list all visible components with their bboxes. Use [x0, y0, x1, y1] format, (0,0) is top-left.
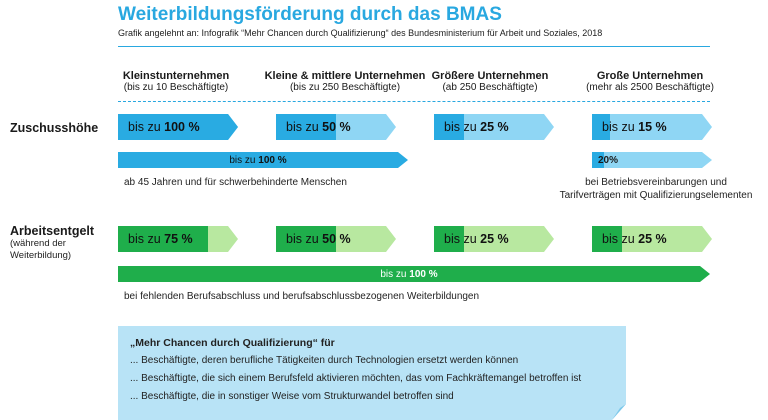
chevron-label: bis zu 15 %: [592, 120, 667, 134]
chevron-prefix: bis zu: [602, 232, 639, 246]
bar-value: 20%: [598, 154, 619, 166]
column-size: (bis zu 250 Beschäftigte): [289, 82, 401, 93]
chevron-fill: [592, 114, 610, 140]
chevron-arrow: [592, 226, 712, 252]
chevron-arrow: [276, 114, 396, 140]
chevron-fill: [592, 226, 622, 252]
chevron-prefix: bis zu: [444, 232, 481, 246]
chevron-fill: [276, 114, 336, 140]
chevron-prefix: bis zu: [128, 232, 165, 246]
chevron-fill: [434, 114, 464, 140]
bar-value: 100 %: [258, 154, 287, 166]
chevron-label: bis zu 50 %: [276, 120, 351, 134]
column-header-groessere: Größere Unternehmen (ab 250 Beschäftigte…: [410, 70, 570, 94]
entgelt-chevron: bis zu 25 %: [592, 226, 712, 252]
chevron-prefix: bis zu: [444, 120, 481, 134]
column-size: (mehr als 2500 Beschäftigte): [586, 82, 714, 93]
bar-prefix: bis zu: [229, 154, 256, 166]
chevron-value: 25 %: [638, 232, 667, 246]
row-sublabel: (während der: [10, 238, 66, 249]
entgelt-note: bei fehlenden Berufsabschluss und berufs…: [124, 291, 480, 302]
entgelt-wide-bar: bis zu 100 %: [118, 266, 710, 282]
note-line: bei Betriebsvereinbarungen und: [585, 177, 727, 188]
chevron-value: 50 %: [322, 232, 351, 246]
bar-value: 100 %: [409, 268, 438, 280]
column-name: Große Unternehmen: [596, 70, 704, 82]
source-caption: Grafik angelehnt an: Infografik “Mehr Ch…: [118, 28, 603, 38]
chevron-prefix: bis zu: [286, 120, 323, 134]
header-divider: [118, 101, 710, 102]
zuschuss-wide-bar-right: 20%: [592, 152, 712, 168]
chevron-label: bis zu 50 %: [276, 232, 351, 246]
chevron-fill: [434, 226, 464, 252]
chevron-label: bis zu 100 %: [118, 120, 200, 134]
entgelt-chevron: bis zu 25 %: [434, 226, 554, 252]
chevron-label: bis zu 25 %: [434, 120, 509, 134]
chevron-fill: [118, 226, 208, 252]
chevron-fill: [118, 114, 238, 140]
row-label-entgelt: Arbeitsentgelt (während der Weiterbildun…: [10, 224, 94, 262]
column-header-kmu: Kleine & mittlere Unternehmen (bis zu 25…: [260, 70, 430, 94]
chevron-arrow: [118, 114, 238, 140]
info-box: „Mehr Chancen durch Qualifizierung“ für …: [118, 326, 626, 420]
zuschuss-right-note: bei Betriebsvereinbarungen und Tarifvert…: [556, 176, 756, 202]
column-name: Kleine & mittlere Unternehmen: [264, 70, 426, 82]
chevron-value: 75 %: [164, 232, 193, 246]
zuschuss-left-note: ab 45 Jahren und für schwerbehinderte Me…: [124, 177, 347, 188]
chevron-arrow: [118, 226, 238, 252]
column-name: Größere Unternehmen: [431, 70, 549, 82]
column-header-grosse: Große Unternehmen (mehr als 2500 Beschäf…: [570, 70, 730, 94]
zuschuss-wide-bar-left: bis zu 100 %: [118, 152, 408, 168]
chevron-value: 15 %: [638, 120, 667, 134]
chevron-track: [592, 114, 712, 140]
arrow-shape: [118, 152, 408, 168]
row-label-zuschuss: Zuschusshöhe: [10, 121, 99, 135]
bar-prefix: bis zu: [380, 268, 407, 280]
arrow-shape: [592, 152, 712, 168]
chevron-value: 25 %: [480, 232, 509, 246]
entgelt-chevron: bis zu 50 %: [276, 226, 396, 252]
chevron-label: bis zu 25 %: [434, 232, 509, 246]
zuschuss-chevron: bis zu 100 %: [118, 114, 238, 140]
title-divider: [118, 46, 710, 47]
row-label: Arbeitsentgelt: [10, 224, 95, 238]
note-line: Tarifverträgen mit Qualifizierungselemen…: [559, 190, 753, 201]
chevron-arrow: [276, 226, 396, 252]
chevron-label: bis zu 75 %: [118, 232, 193, 246]
chevron-label: bis zu 25 %: [592, 232, 667, 246]
info-box-item: ... Beschäftigte, die in sonstiger Weise…: [130, 391, 454, 402]
column-size: (bis zu 10 Beschäftigte): [123, 82, 229, 93]
column-size: (ab 250 Beschäftigte): [442, 82, 538, 93]
chevron-prefix: bis zu: [128, 120, 165, 134]
zuschuss-chevron: bis zu 25 %: [434, 114, 554, 140]
chevron-arrow: [434, 114, 554, 140]
page-curl-icon: [612, 404, 626, 420]
entgelt-chevron: bis zu 75 %: [118, 226, 238, 252]
arrow-shape: [118, 266, 710, 282]
info-box-item: ... Beschäftigte, die sich einem Berufsf…: [130, 373, 582, 384]
chevron-prefix: bis zu: [286, 232, 323, 246]
chevron-arrow: [592, 114, 712, 140]
chevron-value: 25 %: [480, 120, 509, 134]
info-box-title: „Mehr Chancen durch Qualifizierung“ für: [130, 337, 335, 349]
chevron-value: 100 %: [164, 120, 200, 134]
chevron-prefix: bis zu: [602, 120, 639, 134]
chevron-value: 50 %: [322, 120, 351, 134]
row-sublabel: Weiterbildung): [10, 250, 72, 261]
chevron-arrow: [434, 226, 554, 252]
zuschuss-chevron: bis zu 15 %: [592, 114, 712, 140]
column-header-kleinst: Kleinstunternehmen (bis zu 10 Beschäftig…: [96, 70, 256, 94]
zuschuss-chevron: bis zu 50 %: [276, 114, 396, 140]
chevron-fill: [276, 226, 336, 252]
page-title: Weiterbildungsförderung durch das BMAS: [118, 4, 502, 25]
column-name: Kleinstunternehmen: [122, 70, 230, 82]
info-box-item: ... Beschäftigte, deren berufliche Tätig…: [130, 355, 519, 366]
